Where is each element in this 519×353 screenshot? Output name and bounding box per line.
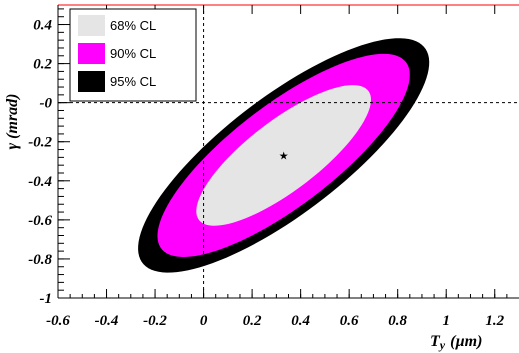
x-tick-label: -0.2 [143,313,167,329]
x-axis-title: Ty (µm) [430,333,482,352]
x-axis-title-unit: (µm) [450,333,482,350]
x-tick-label: 1.2 [485,313,504,329]
x-tick-label: 0.2 [243,313,262,329]
reference-lines [58,5,519,298]
y-tick-label: -0.6 [28,213,52,229]
x-tick-label: 0.8 [388,313,407,329]
legend-swatch [78,43,105,64]
axis-ticks: -0.6 -0.4 -0.2 0 0.2 0.4 0.6 0.8 1 1.2 -1 -0.8 -0.6 -… [28,5,508,329]
y-tick-label: -1 [40,291,53,307]
x-tick-label: -0.4 [95,313,119,329]
legend-label: 68% CL [110,18,156,33]
x-tick-label: 0.6 [340,313,359,329]
best-fit-marker: ★ [279,149,289,162]
legend-label: 95% CL [110,74,156,89]
y-tick-label: 0.4 [33,18,52,34]
y-axis-title: γ (mrad) [4,94,21,150]
y-tick-label: -0 [40,96,53,112]
y-tick-label: -0.4 [28,174,52,190]
legend-swatch [78,15,105,36]
y-tick-label: 0.2 [33,57,52,73]
contours-layer: ★ [138,38,430,273]
legend: 68% CL 90% CL 95% CL [69,8,197,102]
x-tick-label: 0.4 [291,313,310,329]
x-tick-label: -0.6 [46,313,70,329]
contour-68-cl [196,85,371,226]
legend-swatch [78,71,105,92]
x-axis-title-main: T [430,333,441,350]
x-axis-title-subscript: y [438,338,446,352]
legend-label: 90% CL [110,46,156,61]
x-tick-label: 1 [442,313,450,329]
x-tick-label: 0 [200,313,208,329]
y-tick-label: -0.2 [28,135,52,151]
y-tick-label: -0.8 [28,252,52,268]
